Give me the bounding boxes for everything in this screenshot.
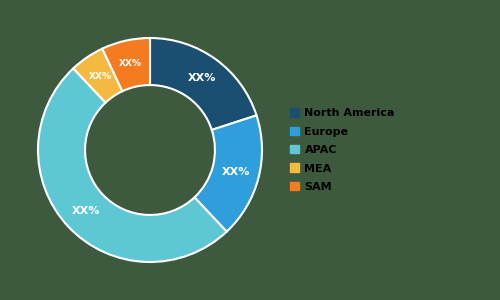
Text: XX%: XX%	[119, 59, 142, 68]
Text: XX%: XX%	[188, 74, 216, 83]
Wedge shape	[150, 38, 256, 130]
Wedge shape	[38, 68, 226, 262]
Text: XX%: XX%	[89, 72, 112, 81]
Text: XX%: XX%	[72, 206, 100, 216]
Wedge shape	[74, 49, 122, 103]
Legend: North America, Europe, APAC, MEA, SAM: North America, Europe, APAC, MEA, SAM	[286, 103, 400, 196]
Wedge shape	[194, 116, 262, 232]
Text: XX%: XX%	[222, 167, 250, 177]
Wedge shape	[102, 38, 150, 91]
